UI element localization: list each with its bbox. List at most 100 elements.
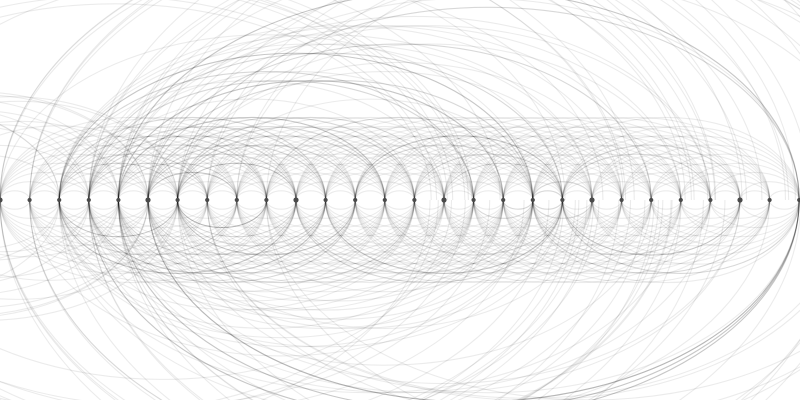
arc-link	[354, 116, 623, 201]
arc-link	[0, 199, 119, 294]
node-dot	[293, 197, 299, 203]
arc-link	[88, 199, 119, 210]
arc-link	[88, 153, 238, 201]
arc-link	[593, 199, 704, 400]
arc-link	[443, 153, 593, 201]
arc-link	[295, 153, 445, 201]
arc-link	[532, 190, 563, 201]
arc-link	[0, 190, 31, 201]
arc-link	[58, 135, 267, 201]
arc-link	[413, 126, 652, 201]
arc-link	[0, 199, 126, 400]
node-dot	[530, 197, 535, 203]
arc-link	[88, 144, 267, 201]
arc-link	[473, 190, 504, 201]
arc-link	[58, 199, 238, 256]
arc-link	[473, 199, 504, 210]
arc-link	[206, 199, 800, 400]
arc-link	[548, 0, 692, 201]
arc-link	[295, 181, 356, 201]
arc-link	[58, 199, 179, 238]
arc-link	[88, 199, 179, 229]
arc-link	[325, 144, 504, 201]
arc-link	[236, 199, 504, 284]
arc-link	[561, 144, 741, 201]
arc-link	[532, 199, 593, 219]
arc-link	[117, 199, 800, 400]
arc-link	[650, 153, 800, 201]
arc-link	[29, 153, 179, 201]
arc-link	[117, 153, 267, 201]
arc-link	[443, 116, 711, 201]
arc-link	[58, 52, 534, 201]
arc-link	[502, 199, 534, 210]
arc-link	[473, 135, 682, 201]
arc-link	[354, 199, 593, 274]
arc-link	[0, 0, 800, 201]
arc-link	[88, 199, 149, 219]
arc-link	[561, 153, 711, 201]
arc-link	[384, 181, 445, 201]
arc-link	[519, 199, 664, 400]
arc-link	[58, 199, 119, 219]
arc-link	[621, 190, 652, 201]
arc-link	[502, 162, 623, 201]
arc-link	[117, 0, 252, 201]
arc-link	[177, 0, 338, 201]
arc-link	[147, 162, 267, 201]
arc-link	[650, 171, 741, 201]
arc-link	[58, 199, 267, 265]
arc-link	[295, 199, 356, 219]
arc-link	[117, 25, 682, 201]
arc-link	[384, 126, 623, 201]
arc-link	[325, 171, 415, 201]
arc-link	[29, 199, 163, 400]
arc-link	[58, 34, 593, 201]
arc-link	[147, 43, 652, 201]
node-dot	[175, 197, 180, 203]
node-dot	[205, 197, 210, 203]
arc-link	[147, 190, 179, 201]
arc-link	[58, 199, 297, 274]
arc-link	[561, 199, 711, 247]
arc-link	[295, 199, 563, 284]
arc-link	[0, 0, 604, 201]
arc-link	[117, 199, 475, 311]
arc-link	[88, 135, 297, 201]
arc-link	[88, 162, 208, 201]
arc-link	[258, 0, 454, 201]
arc-link	[566, 0, 695, 201]
arc-link	[29, 199, 179, 247]
arc-link	[384, 199, 415, 210]
arc-link	[177, 199, 297, 238]
arc-link	[147, 135, 356, 201]
arc-link	[413, 153, 563, 201]
arc-link	[58, 181, 119, 201]
arc-link	[58, 199, 327, 284]
arc-link	[58, 71, 475, 201]
arc-link	[0, 199, 60, 277]
arc-link	[88, 0, 201, 201]
arc-link	[88, 199, 415, 302]
arc-link	[263, 0, 469, 201]
node-dot	[0, 197, 3, 203]
arc-link	[354, 135, 563, 201]
arc-link	[591, 144, 771, 201]
arc-link	[473, 199, 623, 247]
arc-link	[58, 171, 149, 201]
arc-link	[384, 135, 593, 201]
arc-link	[206, 144, 386, 201]
arc-link	[236, 199, 415, 256]
arc-link	[0, 199, 60, 219]
arc-link	[88, 71, 504, 201]
arc-link	[592, 0, 716, 201]
arc-link	[532, 199, 771, 274]
arc-link	[177, 199, 504, 302]
node-dot	[678, 197, 683, 203]
arc-link	[117, 162, 238, 201]
arc-link	[532, 144, 711, 201]
arc-link	[177, 135, 386, 201]
arc-link	[0, 135, 208, 201]
node-dot	[649, 197, 654, 203]
arc-link	[502, 144, 682, 201]
